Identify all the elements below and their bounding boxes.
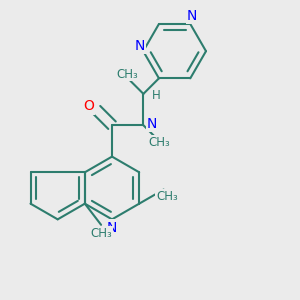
- Text: CH₃: CH₃: [116, 68, 138, 81]
- Text: CH₃: CH₃: [148, 136, 170, 149]
- Text: H: H: [152, 89, 161, 102]
- Text: N: N: [107, 220, 117, 235]
- Text: CH₃: CH₃: [156, 190, 178, 203]
- Text: N: N: [147, 117, 157, 130]
- Text: O: O: [83, 99, 94, 113]
- Text: N: N: [135, 39, 145, 53]
- Text: CH₃: CH₃: [90, 226, 112, 240]
- Text: N: N: [187, 9, 197, 23]
